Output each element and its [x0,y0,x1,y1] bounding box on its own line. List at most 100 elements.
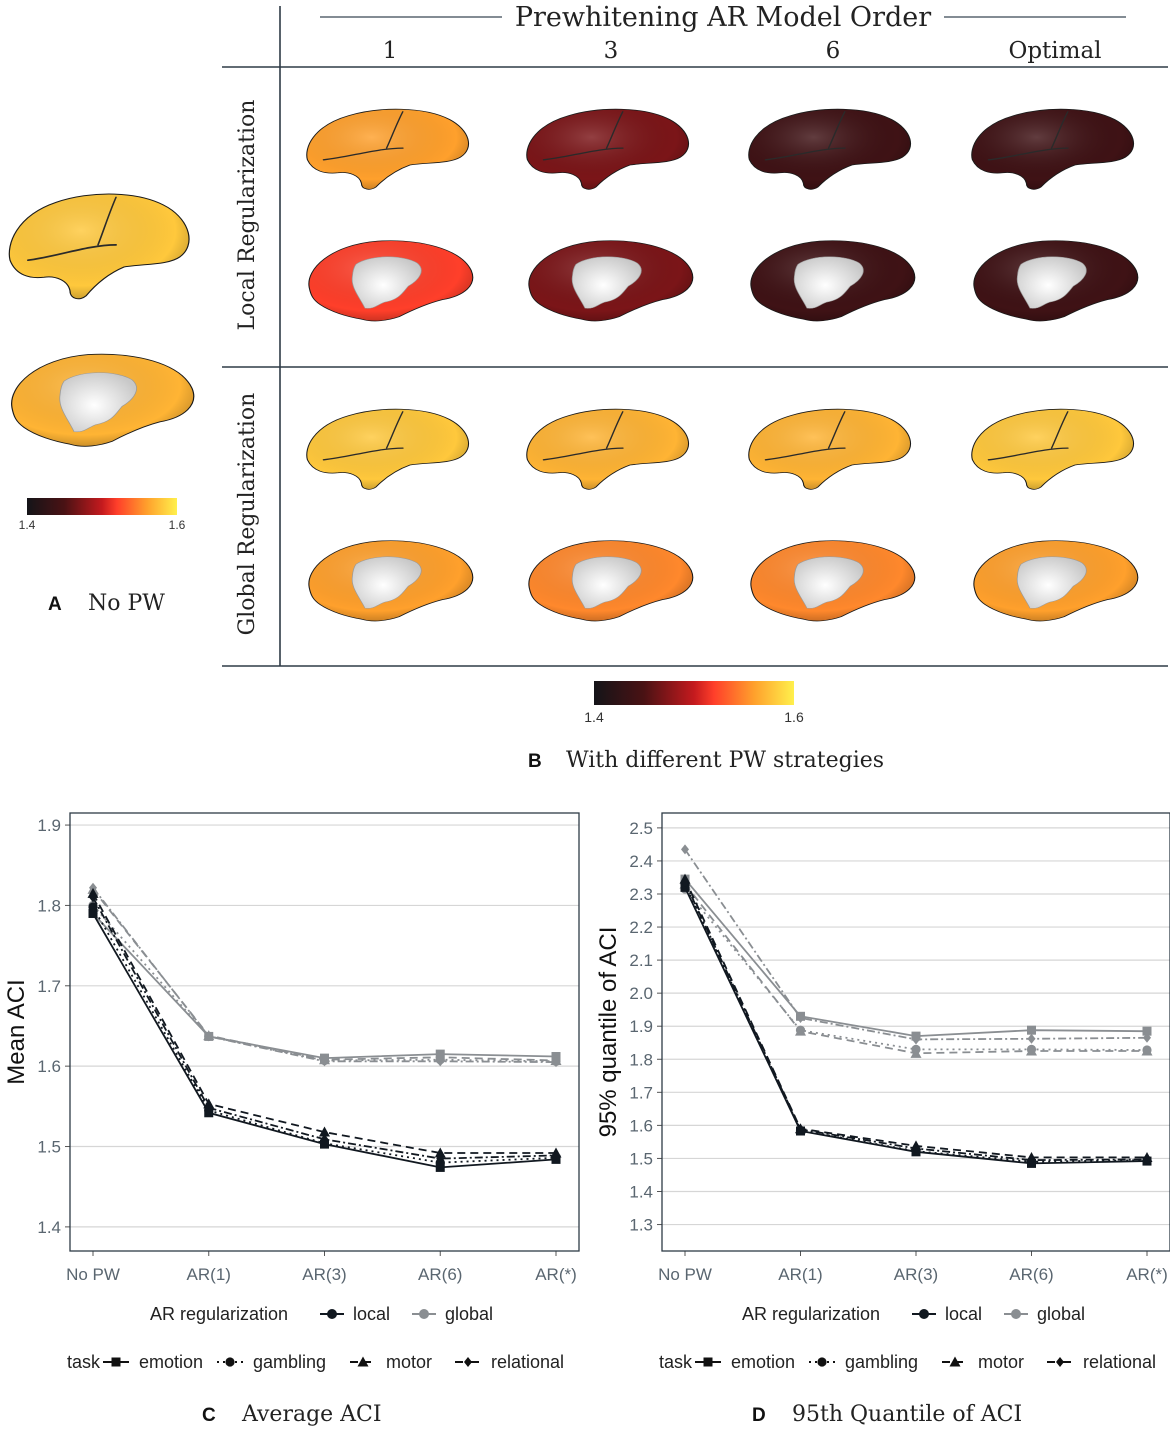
legend-key-marker-gambling [225,1357,235,1367]
legend-reg-item-global: global [1037,1304,1085,1324]
panel-a-medial-brain [11,353,195,447]
brain-local-lateral-0 [306,108,470,190]
row-label-local: Local Regularization [235,100,260,331]
data-point-local-motor [319,1126,330,1137]
panel-b-colorbar-min-label: 1.4 [584,709,604,725]
column-header-3: 3 [604,38,619,64]
brain-local-lateral-1-central-sulcus [605,111,624,149]
data-point-local-emotion [435,1162,445,1172]
x-tick-label: AR(3) [302,1265,346,1284]
legend-task-item-gambling: gambling [253,1352,326,1372]
y-tick-label: 1.3 [629,1216,653,1235]
panel-a [8,193,195,447]
data-point-global-relational [912,1034,920,1045]
y-tick-label: 2.1 [629,951,653,970]
y-tick-label: 1.8 [629,1050,653,1069]
legend-task-item-relational: relational [1083,1352,1156,1372]
data-point-local-relational [912,1143,920,1154]
legend-key-marker-relational [464,1357,472,1367]
panel-c-letter: C [202,1405,216,1426]
data-point-global-emotion [1142,1026,1152,1036]
panel-b-colorbar-gradient [594,681,794,705]
series-line-local-relational [92,896,557,1160]
legend-reg-item-local: local [945,1304,982,1324]
brain-local-lateral-1-sylvian-fissure [542,147,624,161]
brain-global-lateral-0-sylvian-fissure [322,447,404,461]
brain-global-lateral-0 [306,408,470,490]
y-tick-label: 1.6 [37,1057,61,1076]
brain-local-medial-1 [528,240,694,322]
series-line-global-gambling [684,888,1148,1051]
data-point-local-motor [434,1147,446,1158]
data-point-global-relational [1027,1033,1036,1044]
brain-local-lateral-0-central-sulcus [385,111,404,149]
data-point-local-relational [436,1153,445,1164]
panel-a-letter: A [48,594,62,615]
y-tick-label: 1.5 [629,1149,653,1168]
x-tick-label: AR(6) [418,1265,462,1284]
brain-local-medial-2 [750,240,916,322]
y-axis-label: 95% quantile of ACI [595,927,622,1138]
y-tick-label: 2.5 [629,819,653,838]
y-tick-label: 1.9 [37,816,61,835]
legend-key-marker-relational [1056,1357,1064,1367]
chart-d: 1.3 1.4 1.5 1.6 1.7 1.8 1.9 2.0 2.1 2.2 2.3 2.4 2.5 N… [595,812,1170,1372]
panel-a-lateral-brain [8,193,190,300]
data-point-global-relational [796,1012,805,1023]
series-line-local-motor [92,892,556,1154]
brain-global-lateral-3-central-sulcus [1050,411,1069,449]
panel-b-colorbar: 1.4 1.6 [584,681,804,725]
panel-d-caption: 95th Quantile of ACI [792,1402,1022,1427]
data-point-global-relational [204,1031,213,1042]
panel-c-caption: Average ACI [241,1402,382,1427]
data-point-local-relational [89,892,97,903]
legend-reg-title: AR regularization [150,1304,288,1324]
data-point-global-relational [89,882,97,893]
panel-a-colorbar: 1.4 1.6 [19,498,186,532]
brain-global-lateral-3 [971,408,1135,490]
legend-reg-item-local: local [353,1304,390,1324]
brain-global-medial-1 [528,540,694,622]
brain-global-lateral-1-central-sulcus [605,411,624,449]
column-header-1: 1 [383,38,398,64]
panel-a-lateral-brain-central-sulcus [97,196,117,246]
data-point-global-relational [1143,1032,1151,1043]
legend-task-title: task [659,1352,693,1372]
x-tick-label: AR(3) [894,1265,938,1284]
legend-key-marker-global [419,1309,429,1319]
brain-global-medial-1-medial-wall [571,556,642,609]
legend-key-marker-local [919,1309,929,1319]
x-tick-label: AR(6) [1009,1265,1053,1284]
data-point-local-relational [552,1150,560,1161]
row-label-global: Global Regularization [235,393,260,636]
brain-local-medial-3 [973,240,1139,322]
data-point-global-relational [436,1056,445,1067]
legend-key-marker-emotion [703,1357,713,1367]
legend-key-marker-global [1011,1309,1021,1319]
y-tick-label: 1.5 [37,1138,61,1157]
panel-a-caption: No PW [88,591,165,616]
brain-local-lateral-3 [971,108,1135,190]
legend-reg-item-global: global [445,1304,493,1324]
brain-global-lateral-3-sylvian-fissure [987,447,1069,461]
y-tick-label: 1.9 [629,1017,653,1036]
brain-local-lateral-2-sylvian-fissure [764,147,846,161]
y-axis-label: Mean ACI [3,979,30,1084]
data-point-global-motor [910,1047,922,1058]
brain-global-lateral-0-central-sulcus [385,411,404,449]
legend-key-marker-motor [357,1356,369,1367]
data-point-global-motor [1141,1045,1153,1056]
legend-task-title: task [67,1352,101,1372]
legend-task-item-motor: motor [386,1352,432,1372]
panel-b-brain-grid [306,108,1139,622]
x-tick-label: AR(*) [535,1265,577,1284]
brain-global-medial-2-medial-wall [793,556,864,609]
brain-global-lateral-2-central-sulcus [827,411,846,449]
x-tick-label: No PW [66,1265,120,1284]
brain-global-lateral-2 [748,408,912,490]
brain-global-medial-2 [750,540,916,622]
y-tick-label: 2.2 [629,918,653,937]
panel-a-colorbar-max-label: 1.6 [169,518,186,532]
data-point-local-relational [1143,1154,1151,1165]
